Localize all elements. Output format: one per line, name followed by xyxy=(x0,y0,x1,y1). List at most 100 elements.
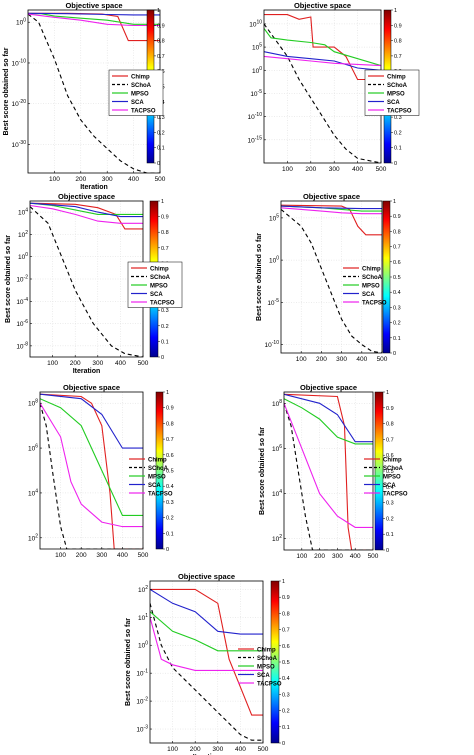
legend-entry-tacpso: TACPSO xyxy=(362,300,387,306)
legend: Chimp SChoA MPSO SCA TACPSO xyxy=(129,457,173,497)
colorbar-tick-label: 0.1 xyxy=(166,531,174,537)
colorbar-tick-label: 0.5 xyxy=(393,275,401,281)
colorbar-tick-label: 0.9 xyxy=(394,23,402,29)
x-tick-label: 100 xyxy=(167,746,178,753)
series-group xyxy=(30,202,143,357)
y-tick-label: 10-15 xyxy=(248,135,263,144)
plot-area xyxy=(281,201,382,353)
series-line-sca xyxy=(40,393,143,449)
y-tick-label: 102 xyxy=(272,534,282,543)
legend-entry-sca: SCA xyxy=(131,100,144,106)
axes-frame xyxy=(280,200,383,354)
colorbar-tick-label: 0.2 xyxy=(393,321,401,327)
chart-title: Objective space xyxy=(303,192,360,201)
y-tick-label: 100 xyxy=(18,252,28,261)
colorbar-tick-label: 0.4 xyxy=(166,484,174,490)
series-line-schoa xyxy=(150,603,263,741)
plot-area xyxy=(264,10,381,163)
legend-entry-sca: SCA xyxy=(362,292,375,298)
chart-title: Objective space xyxy=(58,192,115,201)
series-line-sca xyxy=(28,12,160,16)
series-line-sca xyxy=(284,393,373,443)
legend-entry-sca: SCA xyxy=(257,673,270,679)
axes-frame xyxy=(39,391,144,550)
colorbar-tick-label: 0.8 xyxy=(282,611,290,617)
colorbar-tick-label: 0.7 xyxy=(166,437,174,443)
y-tick-label: 102 xyxy=(18,230,28,239)
colorbar-tick-label: 0.3 xyxy=(166,500,174,506)
x-tick-label: 500 xyxy=(376,166,387,173)
colorbar-tick-label: 0.7 xyxy=(282,628,290,634)
x-tick-label: 300 xyxy=(329,166,340,173)
legend-entry-tacpso: TACPSO xyxy=(383,491,408,497)
colorbar-tick-label: 1 xyxy=(161,199,164,205)
legend: Chimp SChoA MPSO SCA TACPSO xyxy=(343,266,387,306)
series-line-mpso xyxy=(264,28,381,67)
x-tick-label: 400 xyxy=(115,360,126,367)
plot-area xyxy=(40,392,143,549)
colorbar-tick-label: 0.3 xyxy=(157,115,165,121)
x-axis-label: Iteration xyxy=(80,184,108,191)
chart-panel-4: 100 200 300 400 500 105 100 10-5 10-10 Objective … xyxy=(256,192,401,363)
series-line-mpso xyxy=(284,398,373,445)
y-tick-label: 10-20 xyxy=(12,99,27,108)
x-tick-label: 500 xyxy=(368,553,379,560)
legend-entry-mpso: MPSO xyxy=(383,474,401,480)
x-tick-label: 200 xyxy=(305,166,316,173)
colorbar-tick-label: 1 xyxy=(386,390,389,396)
legend-entry-chimp: Chimp xyxy=(150,266,169,272)
colorbar-tick-label: 1 xyxy=(166,390,169,396)
legend-entry-schoa: SChoA xyxy=(387,83,408,89)
legend-entry-schoa: SChoA xyxy=(362,275,383,281)
y-tick-label: 10-4 xyxy=(16,297,28,306)
colorbar-tick-label: 0.8 xyxy=(157,39,165,45)
x-tick-label: 200 xyxy=(314,553,325,560)
colorbar-tick-label: 0.3 xyxy=(394,115,402,121)
y-tick-label: 101 xyxy=(138,613,148,622)
series-line-sca xyxy=(30,202,143,218)
colorbar-tick-label: 0.7 xyxy=(157,54,165,60)
colorbar-tick-label: 0.4 xyxy=(386,485,394,491)
y-tick-label: 104 xyxy=(18,208,28,217)
colorbar-tick-label: 0.3 xyxy=(386,501,394,507)
series-line-mpso xyxy=(40,398,143,516)
series-line-sca xyxy=(150,588,263,635)
colorbar-tick-label: 0.2 xyxy=(161,324,169,330)
legend: Chimp SChoA MPSO SCA TACPSO xyxy=(127,261,183,308)
series-line-tacpso xyxy=(281,207,382,215)
x-tick-label: 400 xyxy=(128,176,139,183)
chart-panel-7: 100 200 300 400 500 102 101 100 10-1 10-2 10-3 Obje… xyxy=(125,572,290,755)
colorbar xyxy=(382,200,391,354)
colorbar-tick-label: 0.5 xyxy=(386,469,394,475)
x-tick-label: 300 xyxy=(96,552,107,559)
colorbar-tick-label: 0.1 xyxy=(386,532,394,538)
series-line-tacpso xyxy=(28,13,160,27)
x-tick-label: 100 xyxy=(49,176,60,183)
chart-title: Objective space xyxy=(63,383,120,392)
x-tick-label: 200 xyxy=(316,356,327,363)
legend-entry-sca: SCA xyxy=(148,483,161,489)
colorbar-tick-label: 0.9 xyxy=(166,406,174,412)
colorbar-tick-label: 0.8 xyxy=(161,230,169,236)
series-line-tacpso xyxy=(30,204,143,224)
colorbar-tick-label: 0 xyxy=(386,548,389,554)
x-tick-label: 200 xyxy=(70,360,81,367)
x-tick-label: 200 xyxy=(75,176,86,183)
chart-title: Objective space xyxy=(65,1,122,10)
colorbar-tick-label: 0 xyxy=(157,161,160,167)
colorbar-tick-label: 0.6 xyxy=(386,453,394,459)
colorbar-tick-label: 0.5 xyxy=(282,660,290,666)
colorbar-tick-label: 0 xyxy=(161,355,164,361)
colorbar xyxy=(270,580,280,744)
chart-panel-2: 100 200 300 400 500 1010 105 100 10-5 10-10 10-15 O… xyxy=(248,1,420,173)
colorbar-tick-label: 0.1 xyxy=(161,339,169,345)
y-tick-label: 10-2 xyxy=(16,275,28,284)
legend-entry-sca: SCA xyxy=(383,483,396,489)
legend-entry-schoa: SChoA xyxy=(150,275,171,281)
legend-entry-mpso: MPSO xyxy=(362,283,380,289)
colorbar-tick-label: 1 xyxy=(282,579,285,585)
x-axis-label: Iteration xyxy=(73,368,101,375)
y-tick-label: 102 xyxy=(138,585,148,594)
series-line-chimp xyxy=(264,14,381,81)
y-tick-label: 10-10 xyxy=(265,340,280,349)
